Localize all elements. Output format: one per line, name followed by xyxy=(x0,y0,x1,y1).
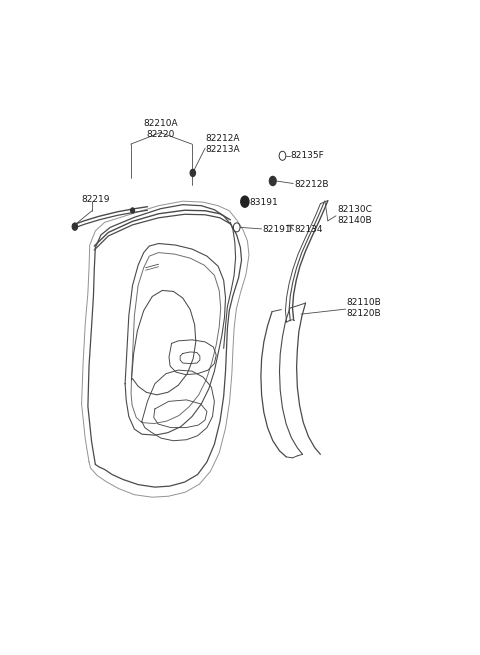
Circle shape xyxy=(241,196,249,207)
Circle shape xyxy=(269,176,276,185)
Text: 82135F: 82135F xyxy=(290,151,324,160)
Text: 82210A
82220: 82210A 82220 xyxy=(143,119,178,139)
Circle shape xyxy=(72,223,77,230)
Text: 82130C
82140B: 82130C 82140B xyxy=(337,205,372,225)
Circle shape xyxy=(131,208,134,213)
Text: 82134: 82134 xyxy=(294,225,323,234)
Circle shape xyxy=(233,223,240,232)
Text: 82191: 82191 xyxy=(263,225,291,234)
Circle shape xyxy=(279,151,286,160)
Circle shape xyxy=(190,170,195,176)
Text: 82212B: 82212B xyxy=(294,180,329,189)
Text: 82110B
82120B: 82110B 82120B xyxy=(347,298,381,318)
Text: 82212A
82213A: 82212A 82213A xyxy=(205,134,240,154)
Text: 82219: 82219 xyxy=(82,195,110,204)
Text: 83191: 83191 xyxy=(250,198,278,207)
